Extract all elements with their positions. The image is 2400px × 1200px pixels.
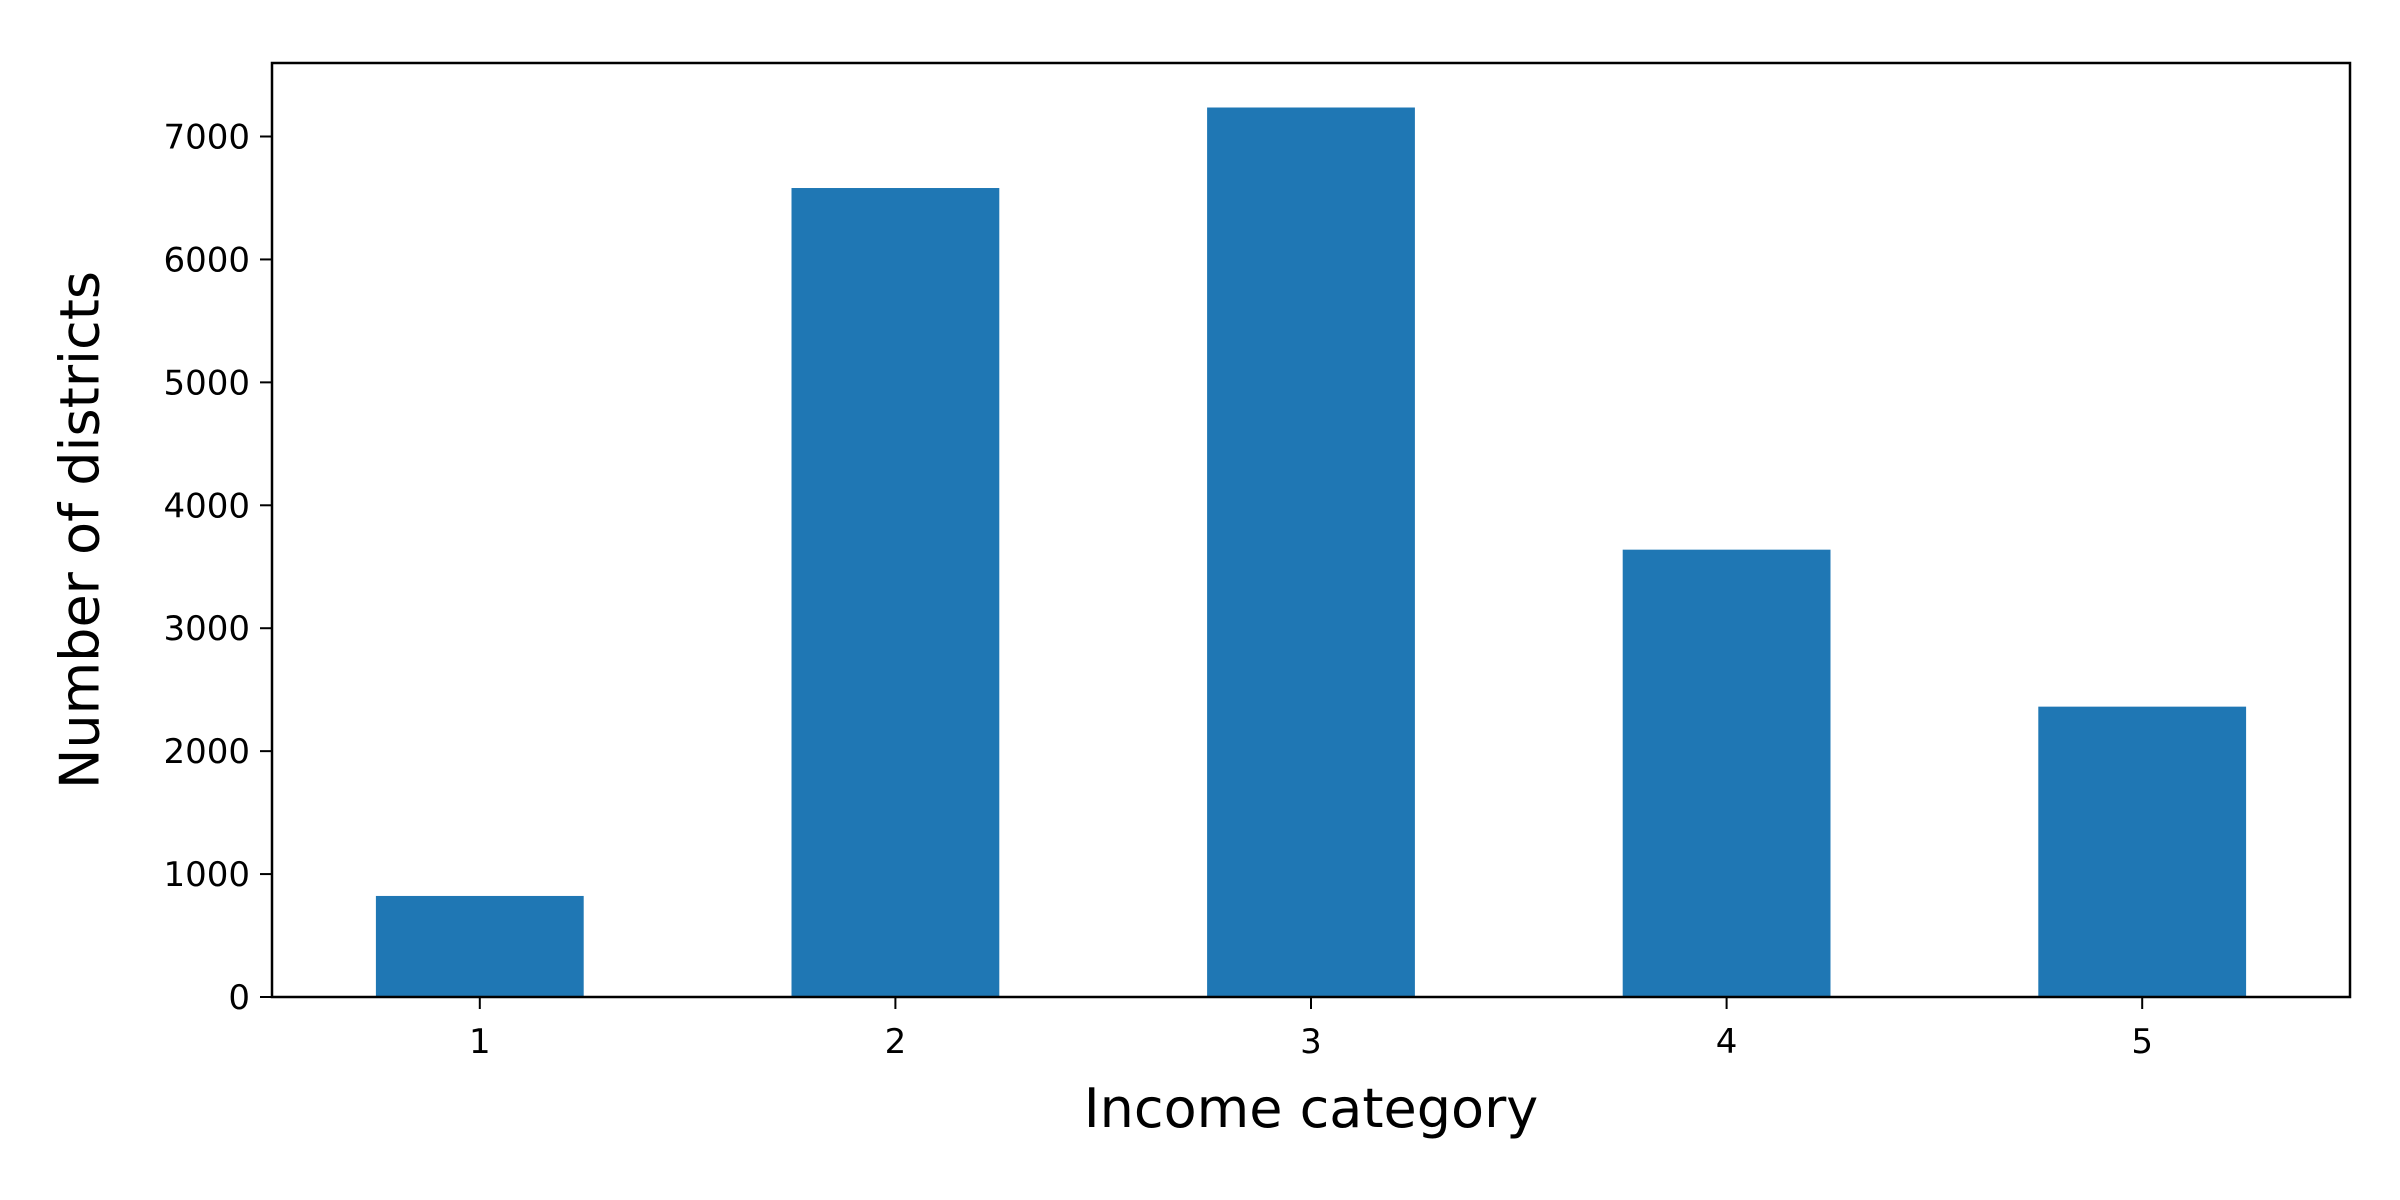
bar-1 [375,895,584,997]
x-tick-label: 4 [1716,1022,1738,1062]
y-axis-title: Number of districts [49,271,112,789]
ticks-layer: 1 2 3 4 5 0 1000 2000 3000 4000 5000 6000 7000 [163,118,2153,1062]
y-tick-label: 2000 [163,732,250,772]
y-tick-label: 4000 [163,486,250,526]
x-tick-label: 2 [885,1022,907,1062]
x-tick-label: 5 [2131,1022,2153,1062]
bars-layer [375,107,2247,997]
y-tick-label: 1000 [163,855,250,895]
plot-frame [270,61,2352,999]
y-tick-label: 3000 [163,609,250,649]
x-tick-label: 3 [1300,1022,1322,1062]
bar-3 [1207,107,1415,997]
y-tick-label: 5000 [163,363,250,403]
x-tick-label: 1 [469,1022,491,1062]
y-tick-label: 7000 [163,118,250,158]
bar-5 [2038,706,2247,997]
bar-4 [1622,549,1831,997]
bar-2 [791,188,1000,997]
y-tick-label: 6000 [163,240,250,280]
x-axis-title: Income category [1084,1077,1539,1140]
y-tick-label: 0 [228,978,250,1018]
